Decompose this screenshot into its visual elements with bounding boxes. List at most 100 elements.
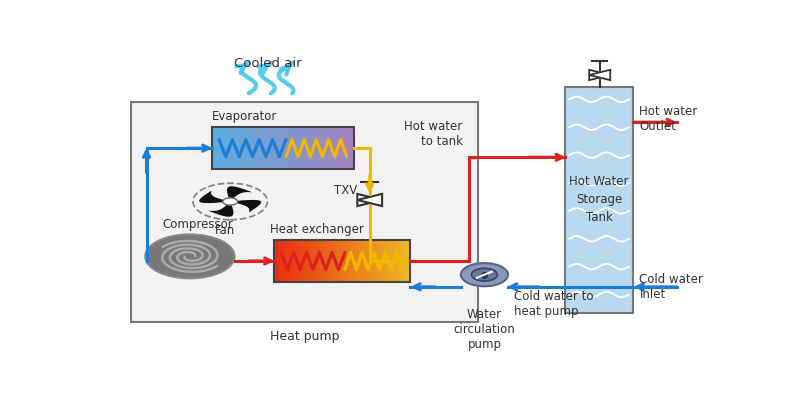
- Bar: [233, 127, 237, 169]
- Bar: [240, 127, 244, 169]
- Bar: [349, 240, 352, 282]
- Bar: [342, 240, 346, 282]
- Bar: [265, 127, 269, 169]
- Bar: [352, 240, 355, 282]
- Polygon shape: [208, 202, 234, 217]
- Bar: [294, 127, 297, 169]
- Text: Heat exchanger: Heat exchanger: [270, 223, 364, 236]
- Circle shape: [146, 234, 234, 278]
- Polygon shape: [358, 194, 382, 206]
- Bar: [272, 127, 276, 169]
- Bar: [230, 127, 233, 169]
- Bar: [373, 240, 376, 282]
- Bar: [290, 127, 294, 169]
- Text: Heat pump: Heat pump: [270, 329, 339, 343]
- Circle shape: [222, 198, 238, 205]
- Bar: [400, 240, 403, 282]
- Bar: [226, 127, 230, 169]
- Bar: [369, 240, 373, 282]
- Bar: [318, 240, 322, 282]
- Bar: [318, 127, 322, 169]
- Bar: [325, 240, 328, 282]
- FancyBboxPatch shape: [131, 103, 478, 322]
- Text: Evaporator: Evaporator: [211, 110, 277, 123]
- Text: Cold water
Inlet: Cold water Inlet: [639, 273, 703, 301]
- Bar: [304, 127, 308, 169]
- Text: Cooled air: Cooled air: [234, 57, 302, 70]
- Bar: [382, 240, 386, 282]
- Polygon shape: [589, 70, 610, 80]
- Bar: [314, 240, 318, 282]
- Bar: [379, 240, 382, 282]
- Polygon shape: [589, 70, 610, 80]
- Bar: [350, 127, 354, 169]
- Bar: [359, 240, 362, 282]
- Bar: [244, 127, 247, 169]
- Bar: [331, 240, 335, 282]
- Text: Fan: Fan: [214, 225, 235, 237]
- Bar: [287, 240, 290, 282]
- Bar: [274, 240, 277, 282]
- Bar: [333, 127, 336, 169]
- Bar: [298, 240, 301, 282]
- Bar: [322, 240, 325, 282]
- Circle shape: [461, 263, 508, 286]
- Bar: [338, 240, 342, 282]
- Bar: [237, 127, 240, 169]
- Bar: [294, 240, 298, 282]
- Bar: [393, 240, 396, 282]
- Bar: [290, 240, 294, 282]
- Text: Water
circulation
pump: Water circulation pump: [454, 308, 515, 351]
- Bar: [396, 240, 400, 282]
- Bar: [386, 240, 390, 282]
- Text: Hot Water
Storage
Tank: Hot Water Storage Tank: [570, 175, 629, 225]
- Bar: [406, 240, 410, 282]
- Bar: [215, 127, 218, 169]
- Bar: [403, 240, 406, 282]
- Bar: [376, 240, 379, 282]
- Polygon shape: [230, 200, 262, 212]
- Bar: [276, 127, 279, 169]
- Bar: [362, 240, 366, 282]
- Bar: [311, 127, 315, 169]
- Bar: [315, 127, 318, 169]
- Text: Hot water
to tank: Hot water to tank: [405, 120, 462, 148]
- Bar: [308, 240, 311, 282]
- Polygon shape: [199, 190, 230, 203]
- Bar: [251, 127, 254, 169]
- Bar: [281, 240, 284, 282]
- Circle shape: [471, 268, 498, 281]
- Bar: [322, 127, 326, 169]
- Polygon shape: [227, 186, 253, 202]
- FancyBboxPatch shape: [565, 87, 634, 313]
- Bar: [262, 127, 265, 169]
- Bar: [328, 240, 331, 282]
- Bar: [247, 127, 251, 169]
- Text: Hot water
Outlet: Hot water Outlet: [639, 105, 698, 133]
- Bar: [335, 240, 338, 282]
- Bar: [269, 127, 272, 169]
- Text: TXV: TXV: [334, 184, 358, 197]
- Text: Compressor: Compressor: [162, 218, 233, 231]
- Bar: [301, 240, 304, 282]
- Bar: [218, 127, 222, 169]
- Bar: [254, 127, 258, 169]
- Bar: [346, 240, 349, 282]
- Bar: [222, 127, 226, 169]
- Bar: [390, 240, 393, 282]
- Bar: [211, 127, 215, 169]
- Bar: [308, 127, 311, 169]
- Bar: [284, 240, 287, 282]
- Bar: [304, 240, 308, 282]
- Bar: [355, 240, 359, 282]
- Bar: [297, 127, 301, 169]
- Polygon shape: [358, 194, 382, 206]
- Bar: [283, 127, 286, 169]
- Bar: [347, 127, 350, 169]
- Bar: [330, 127, 333, 169]
- Bar: [343, 127, 347, 169]
- Bar: [277, 240, 281, 282]
- Bar: [366, 240, 369, 282]
- Bar: [286, 127, 290, 169]
- Bar: [336, 127, 340, 169]
